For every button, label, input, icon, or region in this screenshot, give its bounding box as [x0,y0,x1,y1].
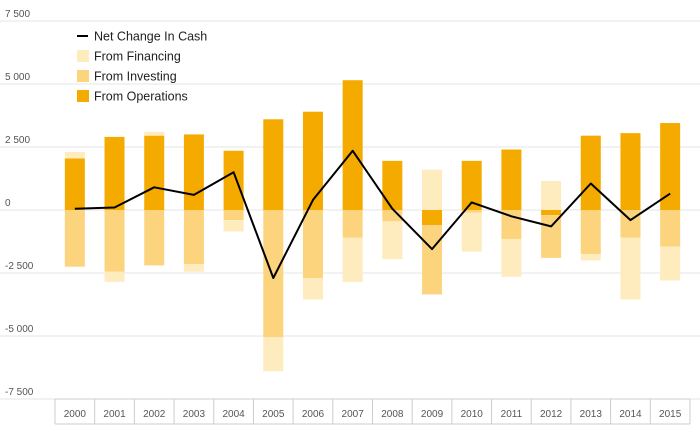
legend-label: From Investing [94,70,177,84]
x-tick-label: 2008 [381,409,404,420]
bar-from-investing-2005 [263,210,284,338]
bar-from-operations-2001 [104,136,125,210]
bar-from-investing-2001 [104,210,125,272]
bar-from-investing-2007 [342,210,363,238]
bar-from-financing-2011 [501,238,522,277]
bar-from-operations-2009 [422,210,443,226]
x-axis: 2000 2001 2002 2003 2004 2005 2006 2007 2008 2009… [54,398,691,425]
bar-from-investing-2015 [660,210,681,247]
y-tick-label: 0 [5,198,11,209]
x-tick-label: 2004 [222,409,245,420]
bar-from-financing-2008 [382,221,403,260]
bar-from-operations-2012 [541,210,562,216]
bar-from-investing-2006 [302,210,323,279]
bar-from-operations-2000 [64,158,85,210]
bar-from-financing-2001 [104,271,125,282]
bar-from-financing-2003 [183,264,204,272]
bar-from-investing-2003 [183,210,204,265]
bar-from-financing-2015 [660,246,681,281]
bar-from-operations-2010 [461,160,482,210]
bar-from-investing-2000 [64,210,85,267]
bar-from-operations-2002 [144,135,165,210]
bar-from-operations-2006 [302,111,323,210]
x-tick-label: 2001 [103,409,126,420]
x-tick-label: 2005 [262,409,285,420]
bar-from-investing-2002 [144,210,165,266]
x-tick-label: 2011 [501,409,523,420]
bar-from-financing-2006 [302,278,323,300]
y-tick-label: -2 500 [5,261,34,272]
bar-from-financing-2007 [342,237,363,282]
x-tick-label: 2002 [143,409,166,420]
bars [64,80,681,372]
bar-from-investing-2004 [223,210,244,221]
x-tick-label: 2012 [540,409,563,420]
bar-from-operations-2003 [183,134,204,210]
x-tick-label: 2007 [342,409,365,420]
y-tick-label: -5 000 [5,324,34,335]
x-tick-label: 2006 [302,409,325,420]
x-tick-label: 2013 [580,409,603,420]
legend-label: Net Change In Cash [94,30,207,44]
legend-swatch [77,70,89,82]
x-tick-label: 2003 [183,409,206,420]
bar-from-financing-2013 [580,254,601,261]
bar-from-operations-2008 [382,160,403,210]
x-tick-label: 2009 [421,409,444,420]
bar-from-investing-2010 [461,210,482,213]
legend-label: From Operations [94,90,188,104]
legend-swatch [77,90,89,102]
y-axis-ticks: -7 500 -5 000 -2 500 0 2 500 5 000 7 500 [5,9,34,398]
bar-from-financing-2009 [422,169,443,210]
y-tick-label: 5 000 [5,72,30,83]
bar-from-financing-2010 [461,212,482,252]
x-tick-label: 2010 [461,409,484,420]
x-tick-label: 2000 [64,409,87,420]
bar-from-financing-2004 [223,220,244,232]
bar-from-financing-2012 [541,181,562,210]
bar-from-investing-2012 [541,215,562,258]
bar-from-financing-2005 [263,337,284,372]
x-tick-label: 2014 [619,409,642,420]
y-tick-label: 7 500 [5,9,30,20]
bar-from-operations-2011 [501,149,522,210]
bar-from-operations-2005 [263,119,284,210]
bar-from-financing-2002 [144,131,165,136]
legend-label: From Financing [94,50,181,64]
bar-from-investing-2013 [580,210,601,255]
bar-from-operations-2007 [342,80,363,210]
y-tick-label: 2 500 [5,135,30,146]
net-change-line [74,149,671,279]
x-tick-label: 2015 [659,409,682,420]
legend: Net Change In Cash From Financing From Inv… [77,30,207,104]
bar-from-financing-2000 [64,152,85,159]
bar-from-operations-2015 [660,123,681,210]
bar-from-investing-2009 [422,225,443,295]
y-tick-label: -7 500 [5,387,34,398]
bar-from-financing-2014 [620,237,641,300]
bar-from-operations-2013 [580,135,601,210]
bar-from-operations-2014 [620,133,641,210]
bar-from-operations-2004 [223,150,244,210]
net-change-line-layer [74,149,671,279]
legend-swatch [77,50,89,62]
bar-from-investing-2008 [382,210,403,222]
